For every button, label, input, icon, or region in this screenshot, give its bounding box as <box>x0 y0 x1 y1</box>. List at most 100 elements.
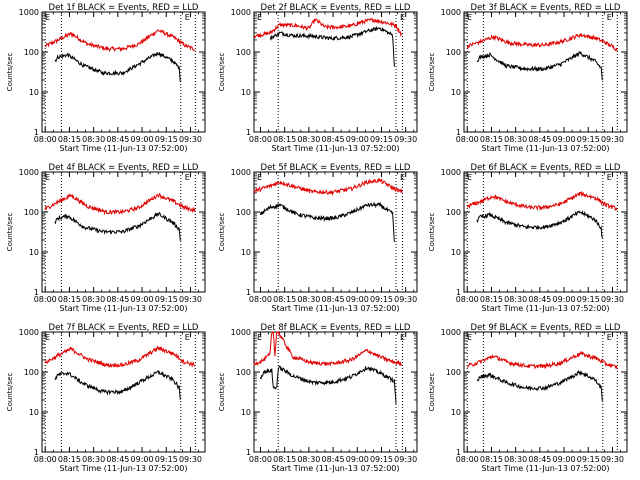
e-marker: E <box>185 333 190 342</box>
e-marker: E <box>45 173 50 182</box>
e-marker: E <box>400 13 405 22</box>
detector-panel: Det 7f BLACK = Events, RED = LLD 1 10 100 10… <box>6 323 206 473</box>
y-axis-label: Counts/sec <box>6 373 14 412</box>
x-tick-label: 08:15 <box>58 135 81 144</box>
x-tick-label: 08:15 <box>273 455 296 464</box>
y-axis-label: Counts/sec <box>428 53 436 92</box>
y-axis-label: Counts/sec <box>428 213 436 252</box>
y-tick-label: 10 <box>451 248 461 257</box>
lld-series-line <box>466 350 618 370</box>
y-tick-label: 1000 <box>231 168 251 177</box>
e-marker: E <box>400 173 405 182</box>
x-tick-label: 09:30 <box>179 295 202 304</box>
e-marker: E <box>607 173 612 182</box>
x-tick-label: 09:30 <box>179 135 202 144</box>
y-axis-label: Counts/sec <box>218 373 226 412</box>
x-tick-label: 08:45 <box>528 135 551 144</box>
x-tick-label: 09:30 <box>394 135 417 144</box>
x-tick-label: 08:45 <box>106 135 129 144</box>
events-series-line <box>476 369 603 402</box>
panel-title: Det 7f BLACK = Events, RED = LLD <box>49 323 199 333</box>
plot-frame <box>463 11 628 133</box>
x-tick-label: 09:00 <box>346 295 369 304</box>
x-axis-label: Start Time (11-Jun-13 07:52:00) <box>482 304 610 313</box>
panel-title: Det 5f BLACK = Events, RED = LLD <box>261 163 411 173</box>
detector-panel: Det 3f BLACK = Events, RED = LLD 1 10 100 10… <box>428 3 628 153</box>
y-tick-label: 100 <box>236 208 251 217</box>
x-tick-label: 09:15 <box>577 455 600 464</box>
x-tick-label: 09:30 <box>601 455 624 464</box>
x-axis-label: Start Time (11-Jun-13 07:52:00) <box>482 144 610 153</box>
x-tick-label: 09:30 <box>394 455 417 464</box>
y-tick-label: 1 <box>456 288 461 297</box>
x-tick-label: 09:00 <box>346 455 369 464</box>
x-tick-label: 09:15 <box>155 455 178 464</box>
y-tick-label: 1 <box>34 448 39 457</box>
events-series-line <box>260 201 395 243</box>
x-tick-label: 08:45 <box>322 455 345 464</box>
events-series-line <box>476 210 603 239</box>
x-tick-label: 08:30 <box>82 295 105 304</box>
x-tick-label: 08:00 <box>456 455 479 464</box>
plot-frame <box>41 331 206 453</box>
y-tick-label: 10 <box>241 248 251 257</box>
e-marker: E <box>185 173 190 182</box>
detector-panel: Det 5f BLACK = Events, RED = LLD 1 10 100 10… <box>218 163 418 313</box>
y-tick-label: 1000 <box>19 168 39 177</box>
x-axis-label: Start Time (11-Jun-13 07:52:00) <box>272 464 400 473</box>
x-tick-label: 08:30 <box>297 135 320 144</box>
y-tick-label: 100 <box>236 48 251 57</box>
y-tick-label: 1000 <box>441 8 461 17</box>
panel-title: Det 9f BLACK = Events, RED = LLD <box>471 323 621 333</box>
x-tick-label: 09:00 <box>131 455 154 464</box>
y-tick-label: 100 <box>24 48 39 57</box>
x-tick-label: 08:30 <box>504 455 527 464</box>
plot-frame <box>253 11 418 133</box>
x-tick-label: 09:15 <box>155 135 178 144</box>
detector-panel: Det 6f BLACK = Events, RED = LLD 1 10 100 10… <box>428 163 628 313</box>
x-tick-label: 08:00 <box>456 135 479 144</box>
panel-title: Det 2f BLACK = Events, RED = LLD <box>261 3 411 13</box>
x-tick-label: 08:15 <box>58 295 81 304</box>
events-series-line <box>476 51 603 81</box>
x-tick-label: 09:15 <box>370 455 393 464</box>
x-tick-label: 08:00 <box>249 295 272 304</box>
x-tick-label: 09:00 <box>346 135 369 144</box>
x-tick-label: 08:30 <box>504 135 527 144</box>
x-tick-label: 08:00 <box>34 455 57 464</box>
x-tick-label: 08:45 <box>322 295 345 304</box>
y-tick-label: 1 <box>246 128 251 137</box>
lld-series-line <box>253 330 403 367</box>
y-tick-label: 1 <box>246 288 251 297</box>
x-tick-label: 08:45 <box>528 455 551 464</box>
events-series-line <box>54 370 181 400</box>
y-tick-label: 100 <box>446 368 461 377</box>
x-tick-label: 08:00 <box>34 295 57 304</box>
e-marker: E <box>607 333 612 342</box>
y-tick-label: 1000 <box>19 8 39 17</box>
plot-frame <box>41 11 206 133</box>
e-marker: E <box>607 13 612 22</box>
x-tick-label: 08:45 <box>106 295 129 304</box>
x-tick-label: 09:15 <box>370 295 393 304</box>
x-tick-label: 09:15 <box>370 135 393 144</box>
e-marker: E <box>257 13 262 22</box>
e-marker: E <box>45 13 50 22</box>
y-tick-label: 10 <box>29 408 39 417</box>
plot-frame <box>463 331 628 453</box>
x-tick-label: 08:15 <box>273 135 296 144</box>
lld-series-line <box>253 17 403 39</box>
events-series-line <box>269 26 395 67</box>
y-tick-label: 1000 <box>231 328 251 337</box>
y-axis-label: Counts/sec <box>218 213 226 252</box>
y-tick-label: 10 <box>29 88 39 97</box>
y-axis-label: Counts/sec <box>6 53 14 92</box>
panel-title: Det 1f BLACK = Events, RED = LLD <box>49 3 199 13</box>
e-marker: E <box>467 333 472 342</box>
x-tick-label: 08:30 <box>82 455 105 464</box>
x-tick-label: 09:15 <box>577 135 600 144</box>
y-tick-label: 10 <box>241 88 251 97</box>
plot-frame <box>253 331 418 453</box>
y-axis-label: Counts/sec <box>218 53 226 92</box>
y-tick-label: 100 <box>24 208 39 217</box>
